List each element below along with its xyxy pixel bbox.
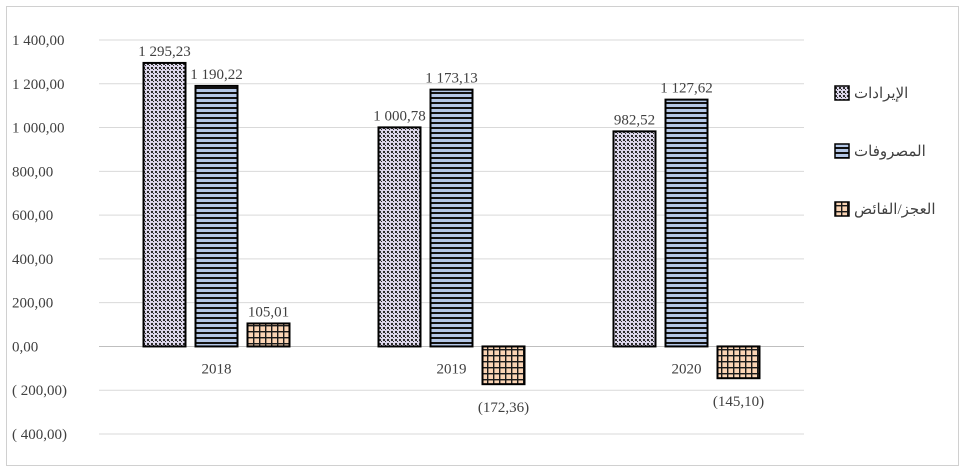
bar: [481, 345, 526, 386]
legend-label: المصروفات: [854, 144, 926, 160]
y-tick-label: ( 400,00): [12, 427, 67, 443]
y-tick-label: 1 000,00: [12, 121, 65, 137]
bar: [664, 98, 709, 348]
y-tick-label: 600,00: [12, 208, 53, 224]
data-label: 1 127,62: [660, 81, 713, 97]
legend-label: العجز/الفائض: [854, 202, 936, 218]
data-label: 1 295,23: [138, 44, 191, 60]
data-label: 982,52: [614, 112, 655, 128]
bar: [194, 84, 239, 348]
legend-swatch: [834, 201, 850, 217]
y-tick-label: 1 200,00: [12, 77, 65, 93]
chart-frame: 1 400,00 1 200,00 1 000,00 800,00 600,00 400,…: [6, 6, 959, 466]
x-tick-label: 2019: [437, 361, 467, 377]
legend-swatch: [834, 85, 850, 101]
data-label: 1 000,78: [373, 108, 426, 124]
bar-chart: 1 400,00 1 200,00 1 000,00 800,00 600,00 400,…: [12, 33, 936, 443]
y-tick-label: 1 400,00: [12, 33, 65, 49]
x-tick-label: 2020: [672, 361, 702, 377]
bar: [429, 88, 474, 348]
data-label: 1 190,22: [190, 67, 243, 83]
bar: [246, 322, 291, 348]
y-tick-label: 800,00: [12, 164, 53, 180]
x-tick-label: 2018: [202, 361, 232, 377]
y-tick-label: 400,00: [12, 252, 53, 268]
bar: [612, 130, 657, 348]
legend-label: الإيرادات: [854, 86, 908, 102]
y-tick-label: ( 200,00): [12, 383, 67, 399]
data-label: (172,36): [478, 400, 529, 416]
bar: [716, 345, 761, 380]
y-tick-label: 0,00: [12, 339, 38, 355]
data-label: 105,01: [248, 304, 289, 320]
data-label: 1 173,13: [425, 71, 478, 87]
bar: [377, 126, 422, 348]
y-tick-label: 200,00: [12, 296, 53, 312]
bar: [142, 61, 187, 348]
data-label: (145,10): [713, 394, 764, 410]
legend-swatch: [834, 143, 850, 159]
